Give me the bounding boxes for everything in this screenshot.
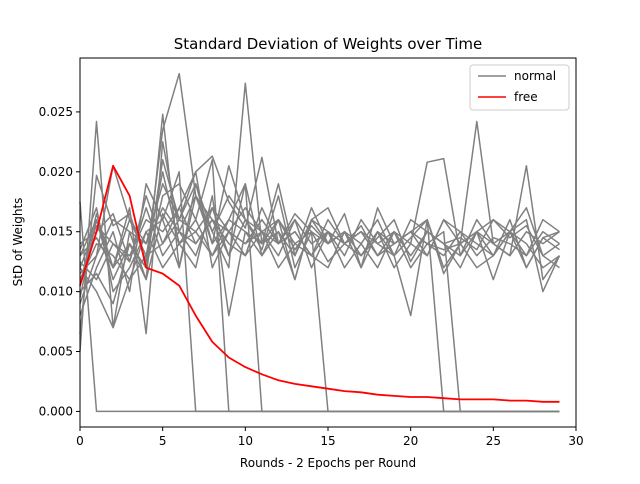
- series-layer: [79, 72, 561, 413]
- y-axis-label: StD of Weights: [11, 198, 25, 287]
- series-line-normal-9: [79, 218, 560, 281]
- plot-frame: [79, 57, 577, 428]
- x-tick-label: 30: [568, 434, 583, 448]
- y-tick-label: 0.025: [39, 105, 73, 119]
- legend-label-normal: normal: [514, 69, 556, 83]
- y-tick-label: 0.010: [39, 285, 73, 299]
- y-tick-label: 0.005: [39, 345, 73, 359]
- x-axis-ticks: 0 5 10 15 20 25 30: [76, 427, 584, 448]
- y-tick-label: 0.000: [39, 404, 73, 418]
- x-tick-label: 0: [76, 434, 84, 448]
- y-tick-label: 0.020: [39, 165, 73, 179]
- series-line-normal-2: [79, 72, 560, 334]
- x-tick-label: 20: [403, 434, 418, 448]
- x-tick-label: 25: [486, 434, 501, 448]
- x-tick-label: 15: [320, 434, 335, 448]
- x-tick-label: 10: [238, 434, 253, 448]
- series-line-normal-8: [79, 141, 560, 335]
- legend-label-free: free: [514, 90, 538, 104]
- x-tick-label: 5: [159, 434, 167, 448]
- series-line-normal-16: [79, 195, 561, 317]
- series-line-free: [79, 164, 560, 403]
- y-axis-ticks: 0.000 0.005 0.010 0.015 0.020 0.025: [39, 105, 80, 418]
- series-line-normal-15: [79, 207, 560, 413]
- legend: normal free: [469, 64, 570, 111]
- series-line-normal-7: [79, 171, 560, 269]
- x-axis-label: Rounds - 2 Epochs per Round: [240, 456, 416, 470]
- y-tick-label: 0.015: [39, 225, 73, 239]
- series-line-normal-3: [79, 155, 561, 304]
- chart-title: Standard Deviation of Weights over Time: [174, 35, 483, 53]
